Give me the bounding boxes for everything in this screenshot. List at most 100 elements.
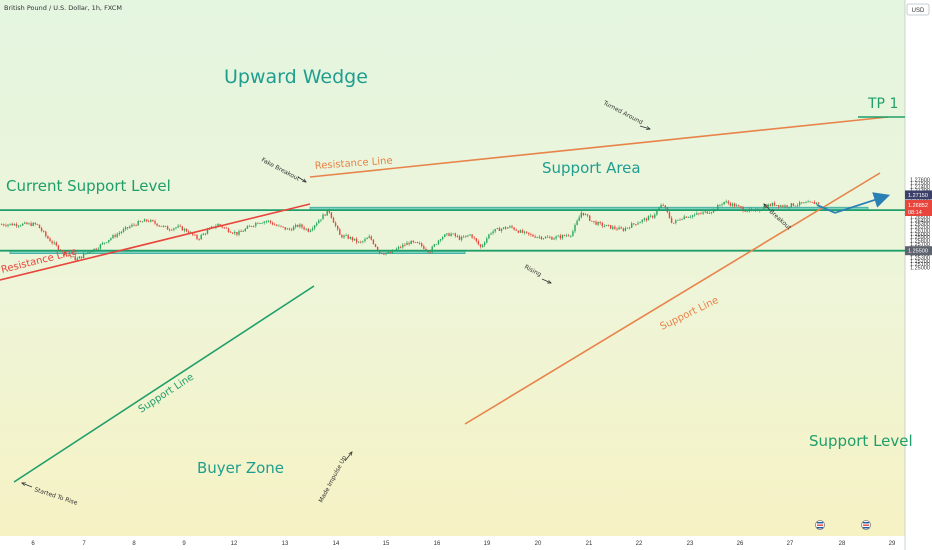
candle-down — [127, 227, 129, 228]
candle-up — [494, 228, 496, 232]
candle-up — [570, 235, 572, 237]
calendar-event-icon[interactable] — [861, 520, 871, 530]
candle-down — [454, 233, 456, 237]
candle-up — [691, 215, 694, 217]
candle-down — [148, 220, 150, 222]
candle-up — [704, 211, 706, 213]
candle-up — [723, 201, 725, 205]
candle-down — [36, 223, 39, 225]
candle-up — [162, 225, 165, 227]
candle-up — [106, 242, 108, 243]
candle-up — [557, 235, 559, 237]
candle-up — [183, 228, 186, 231]
support-level-label: Support Level — [809, 432, 913, 450]
price-axis[interactable]: 1.276001.275001.274001.273001.272001.271… — [905, 178, 932, 272]
candle-up — [584, 214, 587, 216]
candle-down — [633, 223, 635, 225]
candle-up — [32, 222, 34, 226]
candle-down — [347, 235, 349, 239]
candle-down — [744, 210, 746, 212]
candle-up — [799, 202, 801, 206]
candle-up — [349, 237, 351, 239]
currency-button[interactable]: USD — [906, 3, 930, 16]
price-level-tag — [905, 190, 932, 200]
candle-down — [370, 236, 372, 240]
candle-down — [30, 223, 32, 226]
symbol-title: British Pound / U.S. Dollar, 1h, FXCM — [4, 4, 122, 12]
candle-up — [261, 222, 263, 224]
candle-down — [47, 236, 49, 239]
candle-down — [664, 205, 666, 208]
candle-down — [145, 219, 148, 221]
candle-down — [330, 212, 333, 218]
candle-up — [345, 235, 347, 237]
x-tick-label: 26 — [737, 541, 744, 547]
candle-down — [471, 234, 473, 238]
candle-down — [540, 236, 543, 239]
candle-up — [446, 233, 448, 235]
candle-down — [11, 223, 13, 226]
candle-down — [152, 220, 154, 222]
candle-up — [437, 240, 440, 245]
candle-up — [641, 219, 643, 223]
candle-up — [490, 233, 492, 235]
candle-up — [175, 227, 177, 229]
candle-down — [114, 235, 116, 237]
candle-up — [89, 252, 91, 254]
candle-up — [22, 223, 24, 226]
candle-up — [442, 237, 444, 240]
candle-down — [817, 202, 820, 204]
candle-down — [685, 216, 687, 218]
candle-up — [244, 228, 246, 232]
candle-up — [110, 238, 112, 240]
y-tick-label: 1.25700 — [910, 242, 930, 248]
candle-up — [238, 231, 240, 235]
candle-up — [660, 204, 662, 208]
candle-up — [465, 235, 467, 237]
candle-down — [276, 224, 278, 226]
y-tick-label: 1.26300 — [910, 222, 930, 228]
candle-up — [385, 252, 387, 255]
candle-down — [236, 231, 238, 235]
price-level-tag — [905, 246, 932, 256]
candle-down — [5, 225, 7, 227]
candle-down — [257, 222, 259, 224]
support-line-right — [464, 172, 881, 425]
candle-up — [578, 217, 580, 221]
candle-down — [425, 248, 427, 251]
candle-up — [72, 256, 74, 258]
candle-down — [568, 235, 570, 237]
candle-down — [324, 214, 326, 216]
resistance-line-top — [309, 116, 889, 178]
candle-down — [809, 201, 811, 203]
candle-up — [78, 256, 81, 259]
candle-up — [391, 250, 393, 254]
time-axis[interactable]: 6 7 8 9 12 13 14 15 16 19 20 21 22 23 26 27 28 29 — [31, 541, 896, 547]
candle-down — [475, 238, 477, 241]
candle-down — [404, 244, 406, 246]
x-tick-label: 7 — [82, 541, 86, 547]
candle-up — [788, 206, 790, 208]
candle-down — [223, 227, 225, 229]
candle-down — [517, 230, 519, 233]
candle-down — [622, 228, 624, 231]
candle-up — [402, 244, 404, 248]
candle-up — [362, 241, 364, 242]
candle-down — [521, 230, 524, 233]
candle-up — [24, 222, 26, 224]
candle-down — [169, 229, 171, 231]
candle-up — [353, 238, 356, 241]
candle-down — [194, 234, 196, 236]
candle-down — [297, 224, 299, 227]
candle-down — [229, 231, 232, 233]
candle-down — [477, 240, 480, 245]
candle-up — [496, 228, 498, 229]
candle-up — [561, 235, 564, 239]
calendar-event-icon[interactable] — [815, 520, 825, 530]
candle-up — [803, 202, 805, 204]
candle-up — [265, 221, 267, 223]
candle-up — [322, 214, 324, 220]
candle-up — [278, 225, 280, 227]
candle-up — [794, 205, 797, 207]
